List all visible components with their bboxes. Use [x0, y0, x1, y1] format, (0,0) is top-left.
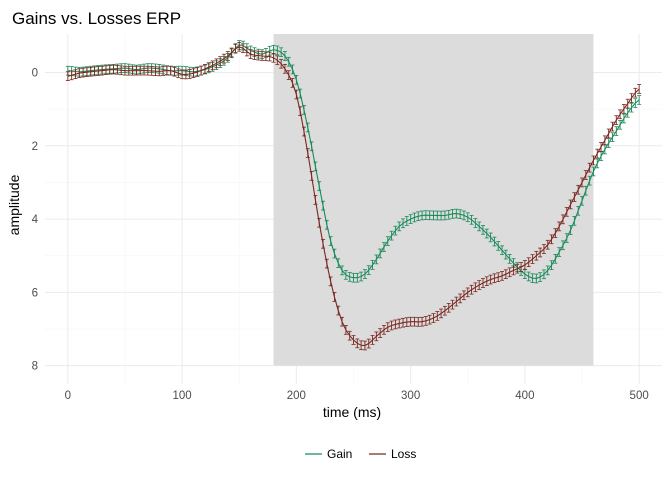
legend-item-loss: Loss — [369, 447, 416, 461]
y-tick-label: 6 — [32, 287, 38, 299]
x-axis-title: time (ms) — [323, 404, 381, 420]
legend-item-gain: Gain — [305, 447, 352, 461]
series-layer — [65, 40, 642, 351]
x-tick-label: 0 — [65, 390, 71, 402]
x-tick-label: 100 — [173, 390, 192, 402]
y-tick-label: 8 — [32, 361, 38, 373]
series-loss — [65, 42, 642, 351]
series-line-loss — [67, 46, 640, 347]
y-tick-label: 2 — [32, 141, 38, 153]
x-axis: 0 100 200 300 400 500 — [65, 390, 649, 402]
legend-label: Gain — [327, 447, 352, 461]
y-axis: 0 2 4 6 8 — [32, 67, 39, 372]
x-tick-label: 400 — [515, 390, 534, 402]
shaded-region — [273, 34, 594, 366]
legend: Gain Loss — [305, 447, 416, 461]
shaded-region-layer — [273, 34, 594, 366]
x-tick-label: 500 — [630, 390, 649, 402]
x-tick-label: 200 — [287, 390, 306, 402]
y-tick-label: 4 — [32, 214, 39, 226]
y-tick-label: 0 — [32, 67, 38, 79]
legend-label: Loss — [391, 447, 416, 461]
x-tick-label: 300 — [401, 390, 420, 402]
chart-title: Gains vs. Losses ERP — [12, 9, 181, 28]
y-axis-title: amplitude — [6, 174, 22, 235]
